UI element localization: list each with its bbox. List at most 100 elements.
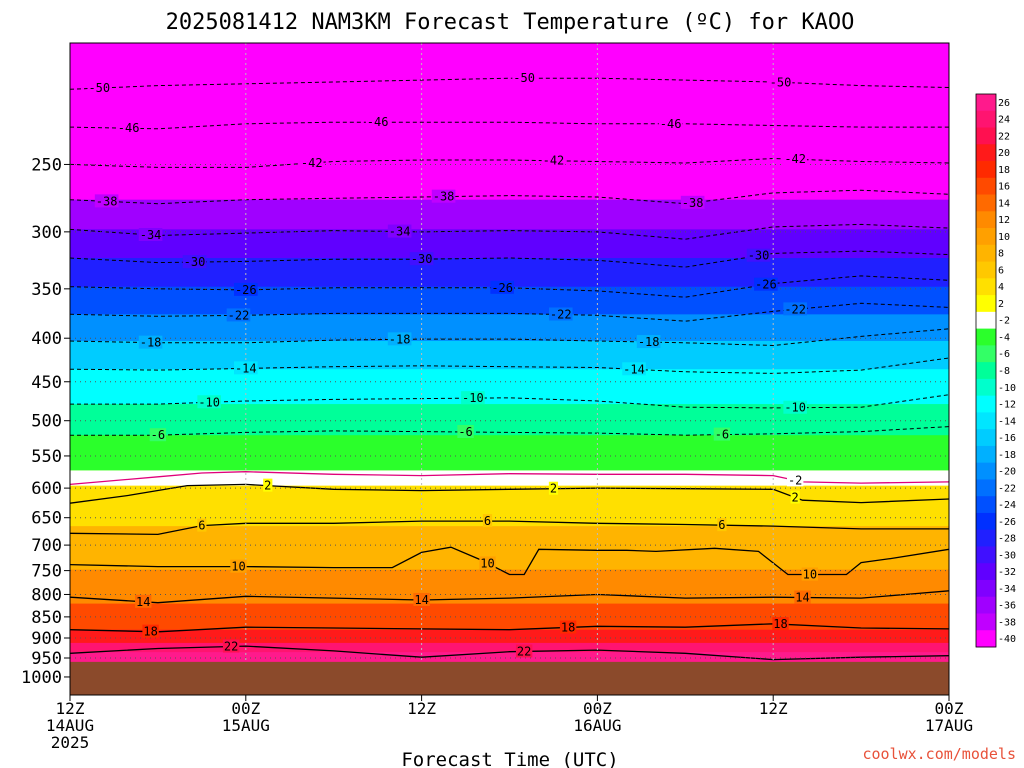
colorbar-label: -30 <box>998 550 1016 561</box>
contour-label-bg <box>541 153 566 167</box>
contour-label: -22 <box>228 308 250 322</box>
y-tick-label: 850 <box>31 608 62 628</box>
contour-label-bg <box>138 335 163 349</box>
colorbar-label: -12 <box>998 400 1016 411</box>
colorbar-swatch <box>976 144 996 162</box>
x-tick-label: 2025 <box>51 733 90 752</box>
contour-label: -46 <box>367 115 389 129</box>
colorbar-label: -22 <box>998 483 1016 494</box>
contour-labels: -50-50 -50-46 -46 -46-42 -42 -42-38 -38 -38-34-… <box>87 71 819 658</box>
contour-label: -38 <box>96 194 118 208</box>
contour-label: -30 <box>184 255 206 269</box>
contour-label-bg <box>783 302 807 316</box>
colorbar-label: -2 <box>998 316 1010 327</box>
contour-label-bg <box>548 307 573 321</box>
contour-label-bg <box>636 335 661 349</box>
contour-label: -26 <box>491 281 513 295</box>
contour-label-bg <box>413 592 430 606</box>
contour-22 <box>70 645 949 661</box>
x-tick-label: 00Z <box>935 699 964 718</box>
contour-label-bg <box>768 75 793 89</box>
contour-label-bg <box>559 620 577 634</box>
ground-surface <box>70 661 949 695</box>
colorbar-swatch <box>976 579 996 598</box>
contour-label-bg <box>226 308 251 322</box>
contour-label: 6 <box>484 514 491 528</box>
contour-label-bg <box>116 121 141 135</box>
contour-label: -10 <box>198 395 220 409</box>
colorbar-swatch <box>976 378 996 397</box>
temperature-band <box>70 89 949 128</box>
contour-label-bg <box>790 490 800 504</box>
contour-label: -10 <box>784 401 806 415</box>
contour-label-bg <box>263 478 273 492</box>
colorbar-swatch <box>976 328 996 346</box>
watermark-text: coolwx.com/models <box>862 745 1016 763</box>
contour-label-bg <box>142 624 159 638</box>
colorbar-label: -10 <box>998 383 1016 394</box>
contour-label-bg <box>230 559 247 573</box>
y-tick-label: 750 <box>31 562 62 582</box>
colorbar-swatch <box>976 412 996 430</box>
colorbar-label: -20 <box>998 467 1016 478</box>
colorbar-label: -14 <box>998 416 1016 427</box>
colorbar-swatch <box>976 479 996 497</box>
x-axis-title: Forecast Time (UTC) <box>401 749 618 768</box>
contour-label-bg <box>182 255 207 269</box>
temperature-band <box>70 127 949 165</box>
colorbar-label: -28 <box>998 534 1016 545</box>
contour-label: -2 <box>788 473 802 487</box>
contour-label: 10 <box>803 568 817 582</box>
contour-label: -46 <box>660 117 682 131</box>
colorbar-swatch <box>976 496 996 514</box>
temperature-band <box>70 629 949 644</box>
colorbar-swatch <box>976 211 996 229</box>
y-tick-label: 550 <box>31 447 62 467</box>
contour-label-bg <box>794 590 811 604</box>
colorbar-label: 26 <box>998 98 1010 109</box>
contour-label: 6 <box>198 519 205 533</box>
colorbar-label: -36 <box>998 601 1016 612</box>
contour-label-bg <box>94 194 119 208</box>
contour-label: 18 <box>773 617 787 631</box>
contour-label-bg <box>783 400 807 414</box>
colorbar-swatch <box>976 546 996 564</box>
colorbar-swatch <box>976 127 996 145</box>
temperature-band <box>70 435 949 471</box>
contour-label: -14 <box>235 361 257 375</box>
contour-label: -42 <box>784 152 806 166</box>
colorbar-label: 6 <box>998 265 1004 276</box>
contour-label-bg <box>713 427 731 441</box>
colorbar-swatch <box>976 395 996 413</box>
y-tick-label: 300 <box>31 223 62 243</box>
contour-label-bg <box>754 277 778 291</box>
colorbar-swatch <box>976 278 996 296</box>
colorbar-swatch <box>976 345 996 363</box>
contour-label-bg <box>135 594 152 608</box>
contour-label-bg <box>482 514 493 528</box>
contour-label: -18 <box>638 335 660 349</box>
y-tick-label: 500 <box>31 412 62 432</box>
contour-label: 14 <box>414 593 428 607</box>
contour-label-bg <box>234 361 258 375</box>
y-tick-label: 950 <box>31 649 62 669</box>
x-tick-label: 12Z <box>759 699 788 718</box>
temperature-band <box>70 199 949 230</box>
contour-label-bg <box>717 518 727 532</box>
colorbar-swatch <box>976 194 996 212</box>
colorbar-swatch <box>976 261 996 279</box>
y-axis: 2503003504004505005506006507007508008509… <box>21 155 70 688</box>
contour-label-bg <box>409 252 434 266</box>
colorbar-label: -32 <box>998 567 1016 578</box>
colorbar-label: 22 <box>998 131 1010 142</box>
colorbar-label: 24 <box>998 115 1010 126</box>
colorbar-legend: 26 24 22 20 18 16 14 12 10 8 6 4 2 -2 -4 -6 -8 -10 -12 -14 -… <box>975 93 1016 648</box>
contour-label: -34 <box>389 225 411 239</box>
contour-label-bg <box>222 639 240 653</box>
y-tick-label: 800 <box>31 585 62 605</box>
y-tick-label: 600 <box>31 479 62 499</box>
x-tick-label: 17AUG <box>925 716 973 735</box>
colorbar-swatch <box>976 228 996 246</box>
colorbar-label: -16 <box>998 433 1016 444</box>
contour-label: -6 <box>151 428 165 442</box>
